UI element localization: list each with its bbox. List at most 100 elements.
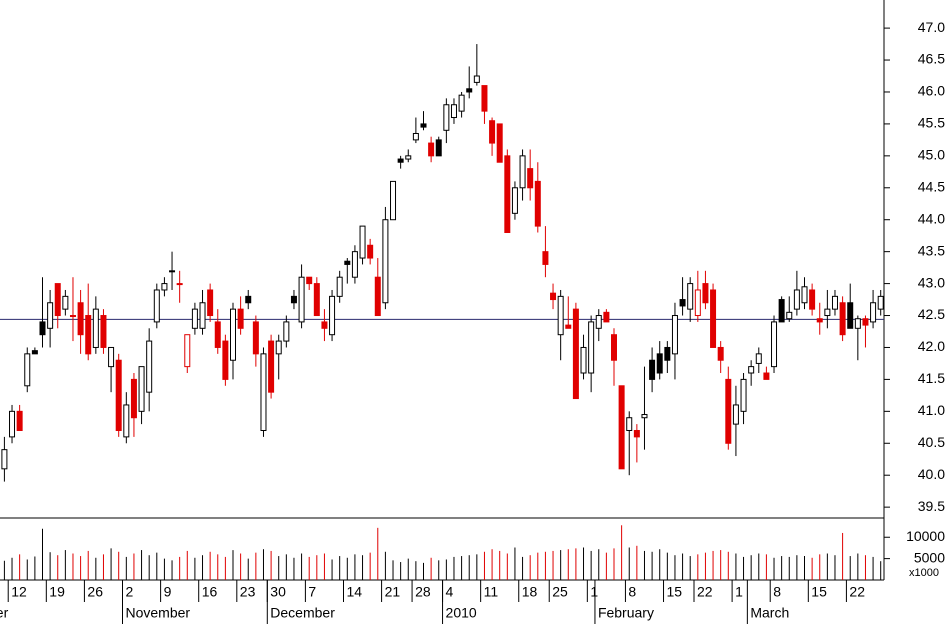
candle-body bbox=[717, 346, 724, 361]
candle-body bbox=[16, 410, 23, 431]
candle-body bbox=[405, 155, 412, 160]
candle-body bbox=[344, 260, 351, 265]
candle-body bbox=[778, 299, 785, 323]
x-tick-label: 11 bbox=[484, 584, 499, 600]
month-label: 2010 bbox=[446, 605, 477, 621]
x-tick-label: 15 bbox=[811, 584, 827, 600]
y-tick-label: 42.0 bbox=[918, 338, 945, 354]
candle-body bbox=[633, 429, 640, 438]
candle-body bbox=[732, 404, 739, 425]
candle-body bbox=[527, 168, 534, 189]
candle-body bbox=[793, 289, 800, 310]
candle-body bbox=[641, 414, 648, 419]
candle-body bbox=[519, 155, 526, 189]
candle-body bbox=[92, 308, 99, 348]
candle-body bbox=[428, 142, 435, 157]
candle-body bbox=[115, 359, 122, 431]
candle-body bbox=[412, 132, 419, 141]
candle-body bbox=[626, 417, 633, 431]
volume-tick-label: 10000 bbox=[906, 528, 945, 544]
candle-body bbox=[138, 366, 145, 412]
candle-body bbox=[85, 315, 92, 355]
candle-body bbox=[275, 340, 282, 355]
candle-body bbox=[671, 315, 678, 355]
candle-body bbox=[763, 372, 770, 380]
candle-body bbox=[771, 321, 778, 368]
candle-body bbox=[595, 315, 602, 329]
candle-body bbox=[603, 311, 610, 323]
candle-body bbox=[801, 286, 808, 304]
candle-body bbox=[664, 346, 671, 361]
candle-body bbox=[100, 315, 107, 348]
candle-body bbox=[847, 302, 854, 329]
candle-body bbox=[199, 302, 206, 329]
candle-body bbox=[435, 139, 442, 157]
candle-body bbox=[329, 295, 336, 336]
candle-body bbox=[809, 289, 816, 310]
volume-tick-label: 5000 bbox=[914, 549, 945, 565]
y-tick-label: 41.5 bbox=[918, 370, 945, 386]
candle-body bbox=[123, 404, 130, 438]
candle-body bbox=[161, 283, 168, 291]
y-tick-label: 41.0 bbox=[918, 402, 945, 418]
x-tick-label: 1 bbox=[735, 584, 743, 600]
candle-body bbox=[169, 270, 176, 273]
candle-body bbox=[755, 353, 762, 364]
candle-body bbox=[207, 289, 214, 317]
candle-body bbox=[230, 308, 236, 361]
x-tick-label: 22 bbox=[697, 584, 713, 600]
y-tick-label: 40.5 bbox=[918, 434, 945, 450]
candle-body bbox=[397, 158, 404, 163]
candle-body bbox=[611, 334, 617, 361]
candle-body bbox=[9, 410, 16, 438]
candle-body bbox=[824, 308, 831, 317]
candle-body bbox=[656, 353, 663, 374]
candle-body bbox=[54, 283, 61, 317]
candle-body bbox=[550, 292, 557, 301]
candle-body bbox=[511, 187, 518, 214]
candle-body bbox=[481, 85, 488, 112]
candle-body bbox=[290, 295, 297, 304]
candle-body bbox=[580, 346, 587, 374]
x-tick-label: 8 bbox=[773, 584, 781, 600]
candle-body bbox=[786, 311, 793, 320]
candle-body bbox=[130, 378, 137, 419]
candle-body bbox=[877, 295, 884, 310]
candle-body bbox=[374, 276, 381, 317]
candle-body bbox=[367, 244, 374, 259]
candle-body bbox=[458, 94, 465, 112]
candle-body bbox=[176, 283, 183, 286]
candle-body bbox=[390, 180, 397, 221]
x-tick-label: 23 bbox=[240, 584, 256, 600]
candle-body bbox=[321, 321, 328, 329]
x-tick-label: 8 bbox=[628, 584, 636, 600]
candle-body bbox=[31, 350, 38, 355]
month-label: December bbox=[270, 605, 335, 621]
candle-body bbox=[359, 225, 366, 259]
candle-body bbox=[146, 340, 153, 393]
y-tick-label: 44.5 bbox=[918, 178, 945, 194]
candle-body bbox=[1, 449, 8, 470]
candle-body bbox=[298, 276, 305, 323]
x-tick-label: 22 bbox=[849, 584, 865, 600]
candle-body bbox=[870, 302, 877, 323]
candle-body bbox=[306, 276, 313, 285]
x-tick-label: 12 bbox=[11, 584, 27, 600]
candle-body bbox=[237, 308, 244, 329]
x-tick-label: 14 bbox=[346, 584, 362, 600]
y-tick-label: 45.0 bbox=[918, 147, 945, 163]
month-label: February bbox=[598, 605, 654, 621]
volume-unit: x1000 bbox=[909, 567, 939, 579]
y-tick-label: 46.5 bbox=[918, 51, 945, 67]
candle-body bbox=[542, 251, 549, 265]
candle-body bbox=[69, 315, 76, 318]
candle-body bbox=[191, 308, 198, 329]
candle-body bbox=[77, 302, 84, 336]
x-tick-label: 16 bbox=[202, 584, 218, 600]
candle-body bbox=[588, 321, 595, 374]
candle-body bbox=[504, 155, 511, 233]
month-label: March bbox=[750, 605, 789, 621]
candle-body bbox=[694, 289, 701, 317]
